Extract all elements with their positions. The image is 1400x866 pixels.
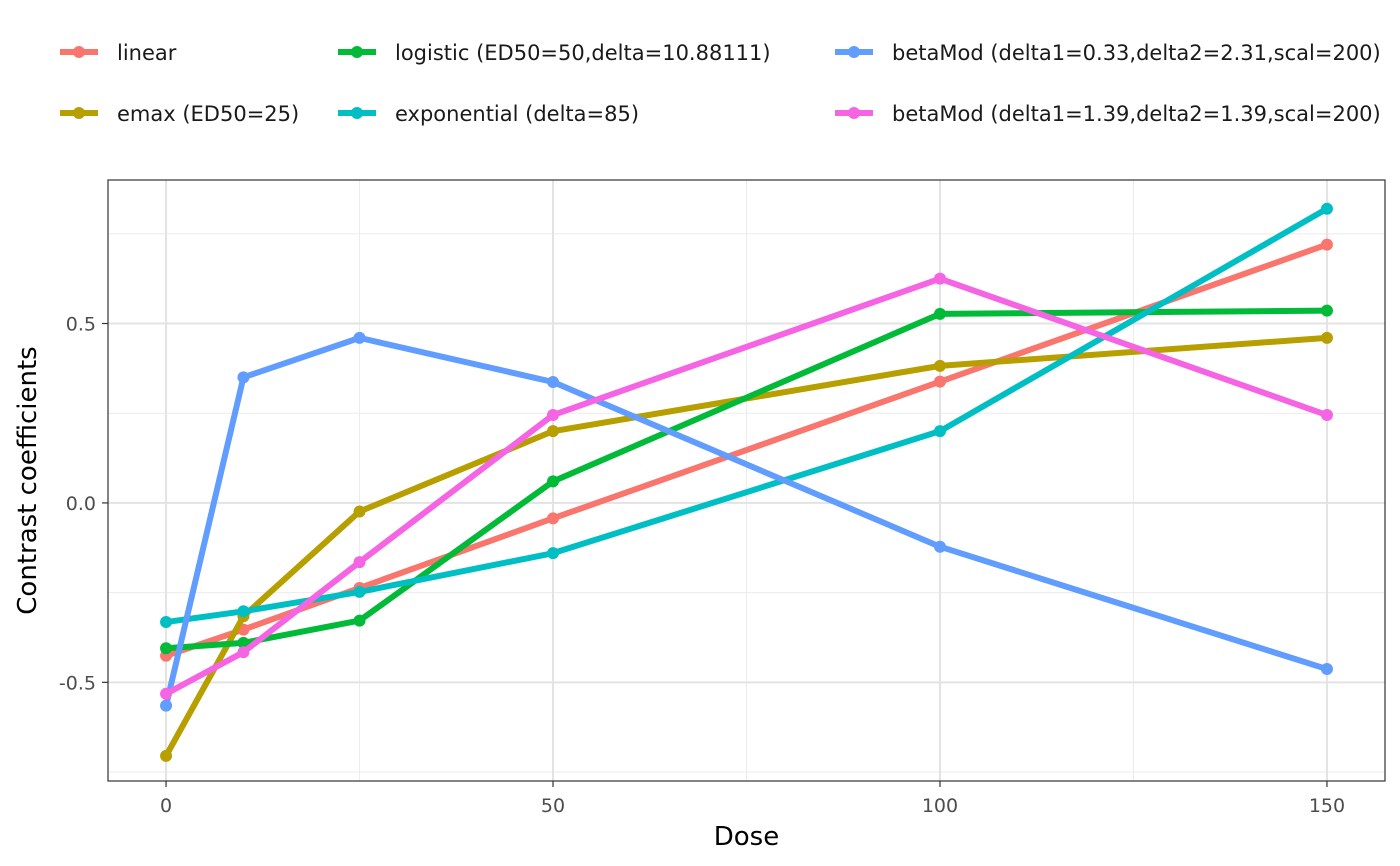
legend-key-point: [73, 46, 85, 58]
legend-label: betaMod (delta1=1.39,delta2=1.39,scal=20…: [892, 102, 1381, 126]
data-point: [933, 425, 946, 438]
x-axis-title: Dose: [714, 822, 779, 852]
panel-border: [107, 179, 1386, 782]
data-point: [547, 512, 560, 525]
legend-key-point: [351, 46, 363, 58]
series-5: [160, 272, 1333, 700]
data-point: [160, 687, 173, 700]
y-tick-label: 0.5: [66, 314, 96, 336]
y-tick-label: 0.0: [66, 493, 96, 515]
legend-item-3: exponential (delta=85): [338, 102, 639, 126]
data-point: [353, 614, 366, 627]
series-1: [160, 331, 1333, 762]
series-line: [163, 334, 1328, 758]
data-point: [1320, 331, 1333, 344]
legend-label: linear: [117, 41, 177, 65]
data-point: [933, 272, 946, 285]
legend-label: emax (ED50=25): [117, 102, 299, 126]
data-point: [160, 642, 173, 655]
legend: linear emax (ED50=25) logistic (ED50=50,de…: [60, 41, 1381, 126]
data-point: [933, 307, 946, 320]
data-point: [160, 699, 173, 712]
legend-key-point: [848, 107, 860, 119]
grid-major: [108, 180, 1385, 781]
data-point: [1320, 238, 1333, 251]
data-point: [933, 375, 946, 388]
x-tick-label: 50: [541, 795, 565, 817]
series-layer: [160, 202, 1333, 762]
legend-label: logistic (ED50=50,delta=10.88111): [395, 41, 771, 65]
legend-label: exponential (delta=85): [395, 102, 639, 126]
series-line: [163, 334, 1328, 707]
data-point: [160, 749, 173, 762]
data-point: [547, 409, 560, 422]
data-point: [353, 585, 366, 598]
data-point: [1320, 409, 1333, 422]
y-axis-title: Contrast coefficients: [13, 346, 43, 614]
legend-key-point: [73, 107, 85, 119]
legend-item-2: logistic (ED50=50,delta=10.88111): [338, 41, 771, 65]
grid-minor: [108, 180, 1385, 781]
legend-item-0: linear: [60, 41, 177, 65]
series-line: [165, 307, 1327, 652]
legend-item-1: emax (ED50=25): [60, 102, 299, 126]
y-axis: -0.5 0.0 0.5: [59, 314, 108, 694]
data-point: [1320, 304, 1333, 317]
x-tick-label: 150: [1309, 795, 1345, 817]
series-2: [160, 304, 1333, 655]
y-tick-label: -0.5: [59, 672, 96, 694]
data-point: [1320, 202, 1333, 215]
data-point: [237, 636, 250, 649]
series-3: [160, 202, 1333, 629]
data-point: [237, 371, 250, 384]
data-point: [160, 616, 173, 629]
legend-item-4: betaMod (delta1=0.33,delta2=2.31,scal=20…: [835, 41, 1381, 65]
legend-key-point: [848, 46, 860, 58]
legend-item-5: betaMod (delta1=1.39,delta2=1.39,scal=20…: [835, 102, 1381, 126]
data-point: [933, 359, 946, 372]
legend-label: betaMod (delta1=0.33,delta2=2.31,scal=20…: [892, 41, 1381, 65]
data-point: [933, 540, 946, 553]
legend-key-point: [351, 107, 363, 119]
data-point: [237, 605, 250, 618]
data-point: [353, 331, 366, 344]
data-point: [547, 547, 560, 560]
data-point: [1320, 663, 1333, 676]
data-point: [237, 646, 250, 659]
data-point: [547, 475, 560, 488]
series-line: [165, 206, 1329, 626]
series-line: [164, 275, 1328, 697]
series-4: [160, 331, 1333, 712]
x-tick-label: 100: [922, 795, 958, 817]
x-axis: 0 50 100 150: [160, 781, 1345, 817]
x-tick-label: 0: [160, 795, 172, 817]
data-point: [547, 425, 560, 438]
data-point: [547, 376, 560, 389]
data-point: [353, 505, 366, 518]
data-point: [353, 556, 366, 569]
